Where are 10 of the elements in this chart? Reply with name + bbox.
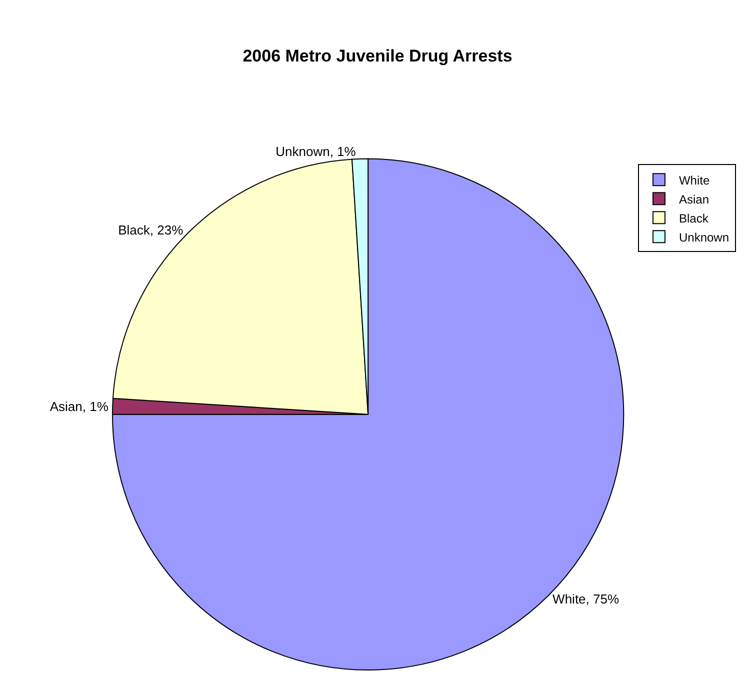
chart-title: 2006 Metro Juvenile Drug Arrests xyxy=(242,46,512,66)
legend-label: Black xyxy=(678,211,710,226)
legend-label: Asian xyxy=(678,192,710,206)
legend-label: White xyxy=(678,173,710,188)
data-label: Unknown, 1% xyxy=(276,144,356,159)
data-label: White, 75% xyxy=(552,591,620,606)
pie-slice xyxy=(112,158,624,670)
data-label: Black, 23% xyxy=(118,222,184,238)
data-label: Asian, 1% xyxy=(50,398,109,414)
legend-label: Unknown xyxy=(678,230,730,244)
